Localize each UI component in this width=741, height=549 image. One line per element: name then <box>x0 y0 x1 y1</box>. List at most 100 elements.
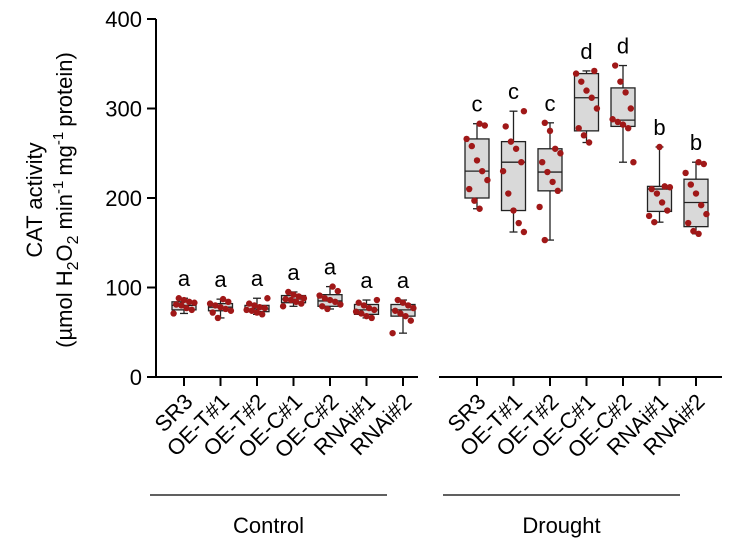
data-point <box>622 89 629 96</box>
data-point <box>476 120 483 127</box>
data-point <box>407 317 414 324</box>
y-tick-label: 0 <box>130 365 142 390</box>
data-point <box>609 116 616 123</box>
data-point <box>371 306 378 314</box>
group-label-control: Control <box>233 513 304 538</box>
data-point <box>692 190 700 197</box>
data-point <box>473 157 481 164</box>
significance-letter: d <box>580 39 592 64</box>
data-point <box>700 160 707 168</box>
data-point <box>656 143 663 151</box>
data-point <box>264 295 271 302</box>
data-point <box>332 298 339 306</box>
significance-letter: a <box>214 267 227 292</box>
data-point <box>324 305 331 313</box>
y-tick-label: 400 <box>105 7 142 32</box>
data-point <box>583 87 590 94</box>
group-label-drought: Drought <box>522 513 600 538</box>
data-point <box>360 302 368 309</box>
data-point <box>580 132 588 139</box>
data-point <box>178 302 185 309</box>
significance-letter: c <box>508 79 519 104</box>
data-point <box>619 121 627 128</box>
data-point <box>321 295 328 302</box>
data-point <box>173 301 180 308</box>
data-point <box>554 187 561 195</box>
data-point <box>295 293 302 300</box>
data-point <box>479 167 486 175</box>
data-point <box>661 183 668 190</box>
data-point <box>394 296 401 304</box>
y-axis-title-line1: CAT activity <box>22 142 47 257</box>
data-point <box>612 62 619 69</box>
data-point <box>703 210 710 218</box>
data-point <box>358 310 365 317</box>
data-point <box>520 107 528 115</box>
y-tick-label: 100 <box>105 276 142 301</box>
data-point <box>319 303 326 310</box>
data-point <box>630 159 637 166</box>
data-point <box>471 197 478 204</box>
data-point <box>515 219 522 227</box>
data-point <box>499 167 507 175</box>
data-point <box>505 190 512 197</box>
data-point <box>541 236 548 244</box>
data-point <box>316 292 323 299</box>
data-point <box>405 302 412 309</box>
data-point <box>279 303 287 310</box>
data-point <box>363 312 370 320</box>
data-point <box>546 127 554 135</box>
data-point <box>502 123 509 130</box>
data-point <box>337 301 344 308</box>
data-point <box>682 169 689 177</box>
data-point <box>588 94 595 101</box>
data-point <box>180 296 188 304</box>
data-point <box>402 312 409 320</box>
data-point <box>206 300 214 307</box>
data-point <box>368 314 375 322</box>
data-point <box>481 122 488 129</box>
data-point <box>685 219 692 227</box>
significance-letter: c <box>472 92 483 117</box>
significance-letter: b <box>653 115 665 140</box>
data-point <box>183 304 190 312</box>
data-point <box>484 176 491 184</box>
significance-letter: a <box>324 255 337 280</box>
data-point <box>285 288 292 296</box>
data-point <box>557 150 564 157</box>
data-point <box>410 304 417 312</box>
data-point <box>326 296 334 304</box>
significance-letter: a <box>360 268 373 293</box>
data-point <box>300 295 308 302</box>
data-point <box>397 310 404 317</box>
data-point <box>188 306 195 314</box>
data-point <box>552 145 559 152</box>
data-point <box>658 199 666 206</box>
box-drought-2 <box>537 148 563 192</box>
data-point <box>520 228 528 236</box>
data-point <box>651 218 658 226</box>
data-point <box>617 78 624 85</box>
data-point <box>191 299 198 306</box>
data-point <box>666 184 674 191</box>
significance-letter: d <box>617 34 629 59</box>
box-drought-1 <box>500 140 527 212</box>
data-point <box>476 205 483 212</box>
data-point <box>690 227 697 235</box>
data-point <box>329 283 336 290</box>
significance-letter: a <box>287 260 300 285</box>
data-point <box>466 185 473 193</box>
data-point <box>463 135 470 143</box>
data-point <box>572 70 580 77</box>
data-point <box>512 145 520 152</box>
data-point <box>253 309 261 316</box>
data-point <box>248 307 255 314</box>
y-tick-label: 200 <box>105 186 142 211</box>
data-point <box>698 201 705 209</box>
data-point <box>645 212 653 220</box>
data-point <box>695 230 702 237</box>
data-point <box>541 119 548 127</box>
y-axis-title: CAT activity (µmol H2O2min-1mg-1protein) <box>22 52 82 348</box>
data-point <box>536 203 543 211</box>
